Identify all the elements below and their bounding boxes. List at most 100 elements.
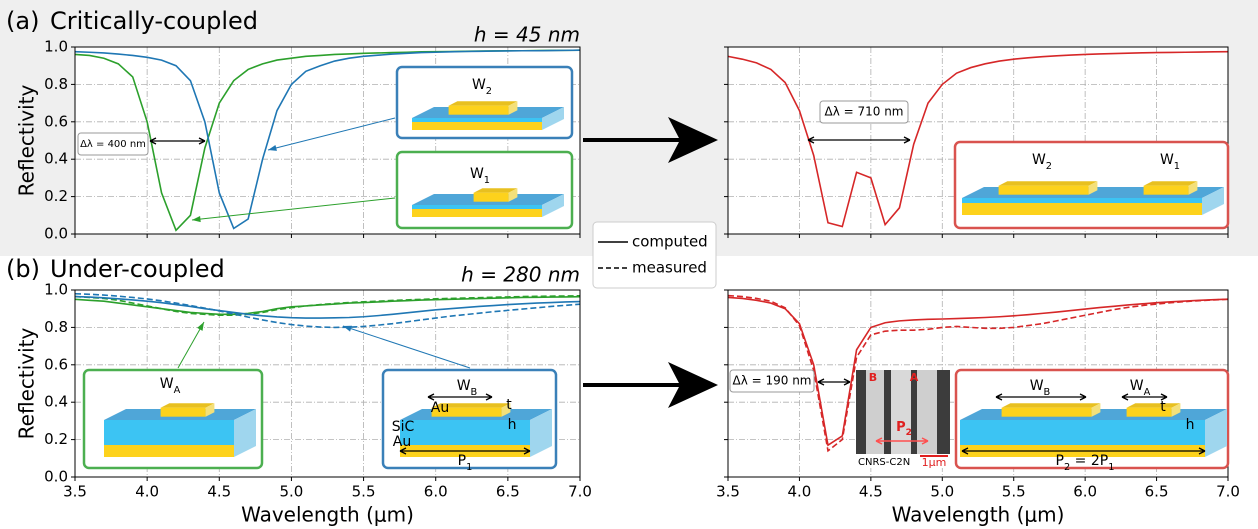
sem-label: A (910, 371, 919, 384)
label-part: W (1032, 152, 1046, 168)
legend: computed measured (598, 233, 708, 277)
plot-frame (727, 46, 1229, 235)
label-part: 1 (466, 462, 472, 473)
inset-label: SiC (392, 419, 415, 435)
label-part: A (174, 385, 181, 396)
legend-box (592, 221, 717, 289)
plot-frame (74, 289, 581, 478)
bar-top (160, 403, 215, 408)
bar-side (508, 188, 518, 202)
label-part: P (1056, 453, 1064, 469)
y-tick-label: 0.8 (44, 318, 68, 336)
label-part: = 2P (1070, 453, 1108, 469)
slab-side (1202, 187, 1224, 215)
bar-top (448, 101, 518, 106)
pointer-head (268, 144, 277, 151)
bar-front (431, 407, 502, 417)
label-part: 1 (1174, 161, 1180, 172)
bar-front (1001, 407, 1092, 417)
label-part: W (472, 77, 486, 93)
slab-side (1205, 409, 1227, 457)
label-part: 1 (484, 175, 490, 186)
y-tick-label: 0.4 (44, 393, 68, 411)
bar-side (1091, 403, 1101, 417)
pointer-head (343, 325, 352, 332)
bar-front (473, 192, 509, 202)
pointer-head (197, 322, 204, 331)
slab-au (104, 445, 234, 457)
sem-caption: CNRS-C2N (858, 457, 910, 468)
sem-label: B (869, 371, 877, 384)
label-part: Au (431, 400, 449, 416)
x-axis-label: Wavelength (μm) (892, 503, 1065, 527)
slab-side (530, 409, 552, 457)
thickness-label: h = 280 nm (461, 263, 580, 287)
inset-label: Au (393, 434, 411, 450)
sem-image: B A P2 CNRS-C2N 1µm (856, 370, 950, 469)
x-tick-label: 6.0 (424, 483, 448, 501)
pointer-line (177, 321, 205, 369)
sem-period-label: P2 (896, 420, 912, 438)
label-part: SiC (392, 419, 415, 435)
slab-sic (412, 118, 542, 122)
label-part: P (896, 420, 906, 435)
x-tick-label: 7.0 (1216, 483, 1240, 501)
bar-side (205, 403, 215, 417)
legend-label: measured (632, 259, 707, 277)
sem-period-arrow (875, 437, 929, 445)
label-part: Au (393, 434, 411, 450)
bar-top (1001, 403, 1101, 408)
double-arrow (817, 378, 851, 386)
inset-label: WB (1030, 378, 1051, 398)
inset-label: W2 (472, 77, 492, 97)
inset-label: WA (160, 376, 181, 396)
label-part: W (160, 376, 174, 392)
double-arrow (995, 393, 1087, 401)
x-axis-label: Wavelength (μm) (241, 503, 414, 527)
x-tick-label: 5.5 (1002, 483, 1026, 501)
annotation: Δλ = 400 nm (80, 139, 146, 150)
label-part: P (458, 453, 466, 469)
label-part: W (1030, 378, 1044, 394)
inset-label: h (1186, 417, 1195, 433)
slab-au (412, 209, 542, 217)
sem-stripe (891, 370, 911, 468)
legend-label: computed (632, 233, 708, 251)
double-arrow (961, 447, 1206, 455)
x-tick-label: 7.0 (568, 483, 592, 501)
inset-label: t (1160, 399, 1166, 415)
thickness-label: h = 45 nm (474, 23, 580, 47)
series-line (74, 295, 581, 319)
bar-front (448, 105, 509, 115)
slab-sic (962, 198, 1202, 203)
bar-top (1143, 181, 1198, 186)
plot-frame (74, 46, 581, 235)
label-part: h (1186, 417, 1195, 433)
double-arrow (1121, 393, 1168, 401)
slab-side (234, 409, 256, 457)
inset-label: P2 = 2P1 (1056, 453, 1115, 473)
double-arrow (427, 393, 493, 401)
double-arrow (399, 447, 531, 455)
big-arrow-head (668, 117, 718, 163)
inset-label: Au (431, 400, 449, 416)
inset-label: P1 (458, 453, 473, 473)
double-arrow (807, 136, 911, 144)
label-part: A (1144, 387, 1151, 398)
slab-au (962, 203, 1202, 215)
label-part: 2 (1064, 462, 1070, 473)
inset-label: W1 (470, 166, 490, 186)
annotation-box (77, 132, 149, 156)
series-line (74, 292, 581, 329)
label-part: B (471, 387, 478, 398)
y-tick-label: 0.0 (44, 225, 68, 243)
sem-caption-bg (856, 454, 918, 468)
y-tick-label: 1.0 (44, 281, 68, 299)
annotation: Δλ = 710 nm (824, 105, 903, 119)
double-arrow (149, 137, 206, 145)
pointer-head (192, 216, 201, 223)
series-line (727, 294, 1229, 453)
bar-side (508, 101, 518, 115)
label-part: W (457, 378, 471, 394)
